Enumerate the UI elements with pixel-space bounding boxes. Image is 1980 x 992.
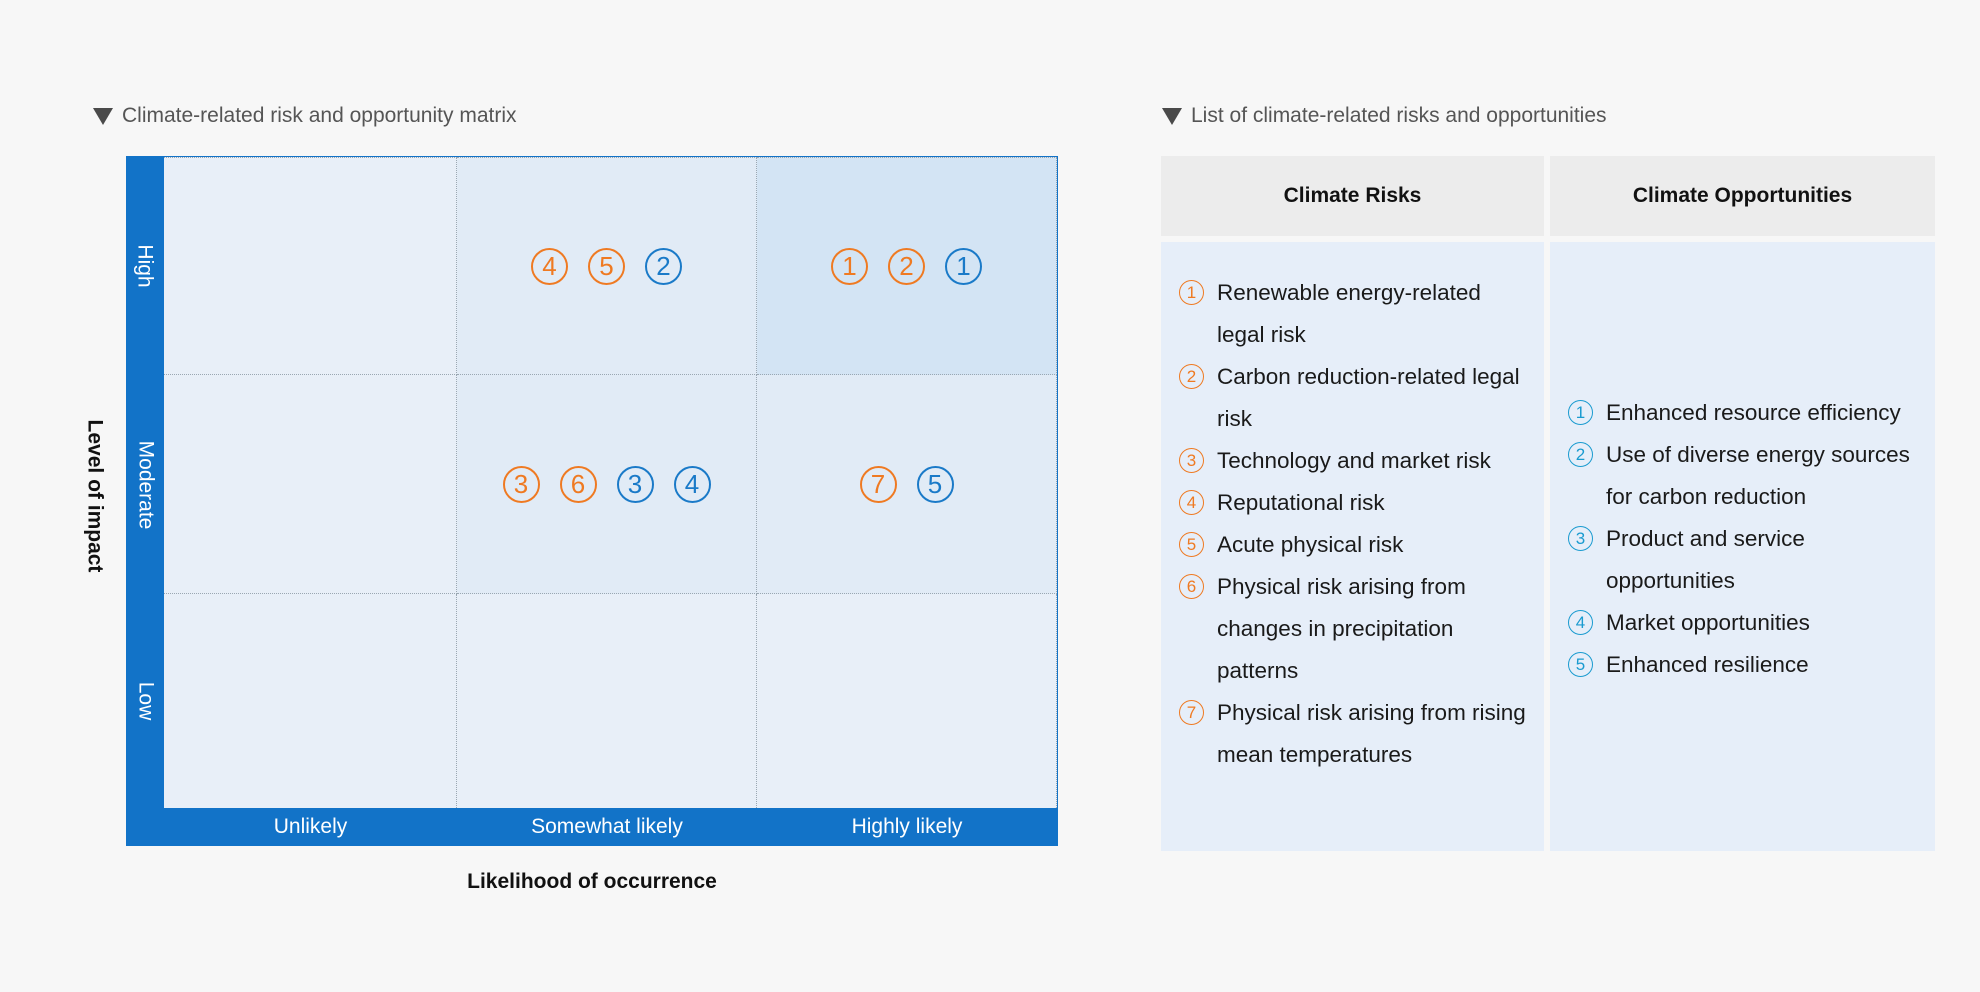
triangle-down-icon: [1162, 108, 1182, 125]
opportunity-number-3: 3: [1568, 526, 1593, 551]
risk-number-4: 4: [1179, 490, 1204, 515]
risks-column-header: Climate Risks: [1161, 156, 1544, 236]
opportunities-column-header: Climate Opportunities: [1550, 156, 1935, 236]
risk-badge-2: 2: [888, 247, 925, 285]
x-axis-label: Likelihood of occurrence: [467, 870, 717, 893]
risk-number-2: 2: [1179, 364, 1204, 389]
list-title-text: List of climate-related risks and opport…: [1191, 104, 1607, 127]
opportunity-number-5: 5: [1568, 652, 1593, 677]
risk-list-item: 5 Acute physical risk: [1179, 524, 1534, 566]
opportunity-badge-4: 4: [673, 465, 711, 503]
opportunity-number-4: 4: [1568, 610, 1593, 635]
opportunity-list-item: 1 Enhanced resource efficiency: [1568, 392, 1925, 434]
risk-badge-5: 5: [588, 247, 625, 285]
x-tick-somewhat-likely: Somewhat likely: [457, 808, 757, 846]
opportunity-number-2: 2: [1568, 442, 1593, 467]
risk-number-6: 6: [1179, 574, 1204, 599]
cell-low-highly-likely: [757, 594, 1057, 808]
risk-badge-1: 1: [831, 247, 868, 285]
risks-column: 1 Renewable energy-related legal risk 2 Car…: [1161, 242, 1544, 851]
y-tick-low: Low: [126, 594, 164, 808]
risk-number-5: 5: [1179, 532, 1204, 557]
list-title: List of climate-related risks and opport…: [1161, 104, 1607, 128]
risk-item-text: Carbon reduction-related legal risk: [1217, 364, 1520, 431]
opportunity-badge-1: 1: [945, 247, 982, 285]
risk-item-text: Technology and market risk: [1217, 448, 1491, 473]
y-tick-high: High: [126, 157, 164, 375]
risk-badge-7: 7: [859, 465, 897, 503]
opportunity-item-text: Product and service opportunities: [1606, 526, 1805, 593]
matrix-title-text: Climate-related risk and opportunity mat…: [122, 104, 517, 127]
opportunity-item-text: Enhanced resilience: [1606, 652, 1809, 677]
opportunity-list-item: 3 Product and service opportunities: [1568, 518, 1925, 602]
y-axis-label-text: Level of impact: [83, 419, 107, 573]
risk-list-item: 4 Reputational risk: [1179, 482, 1534, 524]
risk-number-3: 3: [1179, 448, 1204, 473]
risk-number-1: 1: [1179, 280, 1204, 305]
opportunities-list: 1 Enhanced resource efficiency 2 Use of div…: [1568, 392, 1925, 686]
opportunity-item-text: Enhanced resource efficiency: [1606, 400, 1901, 425]
opportunity-list-item: 4 Market opportunities: [1568, 602, 1925, 644]
triangle-down-icon: [93, 108, 113, 125]
opportunity-item-text: Use of diverse energy sources for carbon…: [1606, 442, 1910, 509]
risk-list-item: 2 Carbon reduction-related legal risk: [1179, 356, 1534, 440]
risk-badge-4: 4: [531, 247, 568, 285]
risk-item-text: Acute physical risk: [1217, 532, 1404, 557]
opportunity-badge-5: 5: [916, 465, 954, 503]
risks-list: 1 Renewable energy-related legal risk 2 Car…: [1179, 272, 1534, 776]
opportunity-item-text: Market opportunities: [1606, 610, 1810, 635]
x-tick-somewhat-likely-label: Somewhat likely: [531, 815, 683, 838]
opportunities-column: 1 Enhanced resource efficiency 2 Use of div…: [1550, 242, 1935, 851]
risk-list-item: 1 Renewable energy-related legal risk: [1179, 272, 1534, 356]
risk-badge-6: 6: [559, 465, 597, 503]
y-tick-high-label: High: [134, 244, 158, 288]
cell-low-unlikely: [164, 594, 457, 808]
risk-list-item: 3 Technology and market risk: [1179, 440, 1534, 482]
y-tick-moderate: Moderate: [126, 375, 164, 594]
cell-low-somewhat-likely: [457, 594, 757, 808]
x-tick-highly-likely-label: Highly likely: [851, 815, 963, 838]
risk-item-text: Physical risk arising from changes in pr…: [1217, 574, 1466, 683]
cell-moderate-unlikely: [164, 375, 457, 594]
risk-item-text: Reputational risk: [1217, 490, 1385, 515]
opportunity-badge-3: 3: [616, 465, 654, 503]
risk-item-text: Physical risk arising from rising mean t…: [1217, 700, 1526, 767]
cell-high-unlikely: [164, 157, 457, 375]
opportunity-number-1: 1: [1568, 400, 1593, 425]
x-tick-unlikely: Unlikely: [164, 808, 457, 846]
risk-number-7: 7: [1179, 700, 1204, 725]
risk-opportunity-table: Climate Risks Climate Opportunities 1 Ren…: [1161, 156, 1935, 851]
risk-list-item: 6 Physical risk arising from changes in p…: [1179, 566, 1534, 692]
y-tick-moderate-label: Moderate: [134, 440, 157, 529]
opportunity-badge-2: 2: [645, 247, 682, 285]
x-tick-unlikely-label: Unlikely: [273, 815, 348, 838]
risk-badge-3: 3: [502, 465, 540, 503]
matrix-title: Climate-related risk and opportunity mat…: [92, 104, 517, 128]
risk-item-text: Renewable energy-related legal risk: [1217, 280, 1481, 347]
y-tick-low-label: Low: [134, 681, 157, 721]
risk-list-item: 7 Physical risk arising from rising mean …: [1179, 692, 1534, 776]
opportunity-list-item: 5 Enhanced resilience: [1568, 644, 1925, 686]
x-tick-highly-likely: Highly likely: [757, 808, 1057, 846]
opportunity-list-item: 2 Use of diverse energy sources for carbo…: [1568, 434, 1925, 518]
